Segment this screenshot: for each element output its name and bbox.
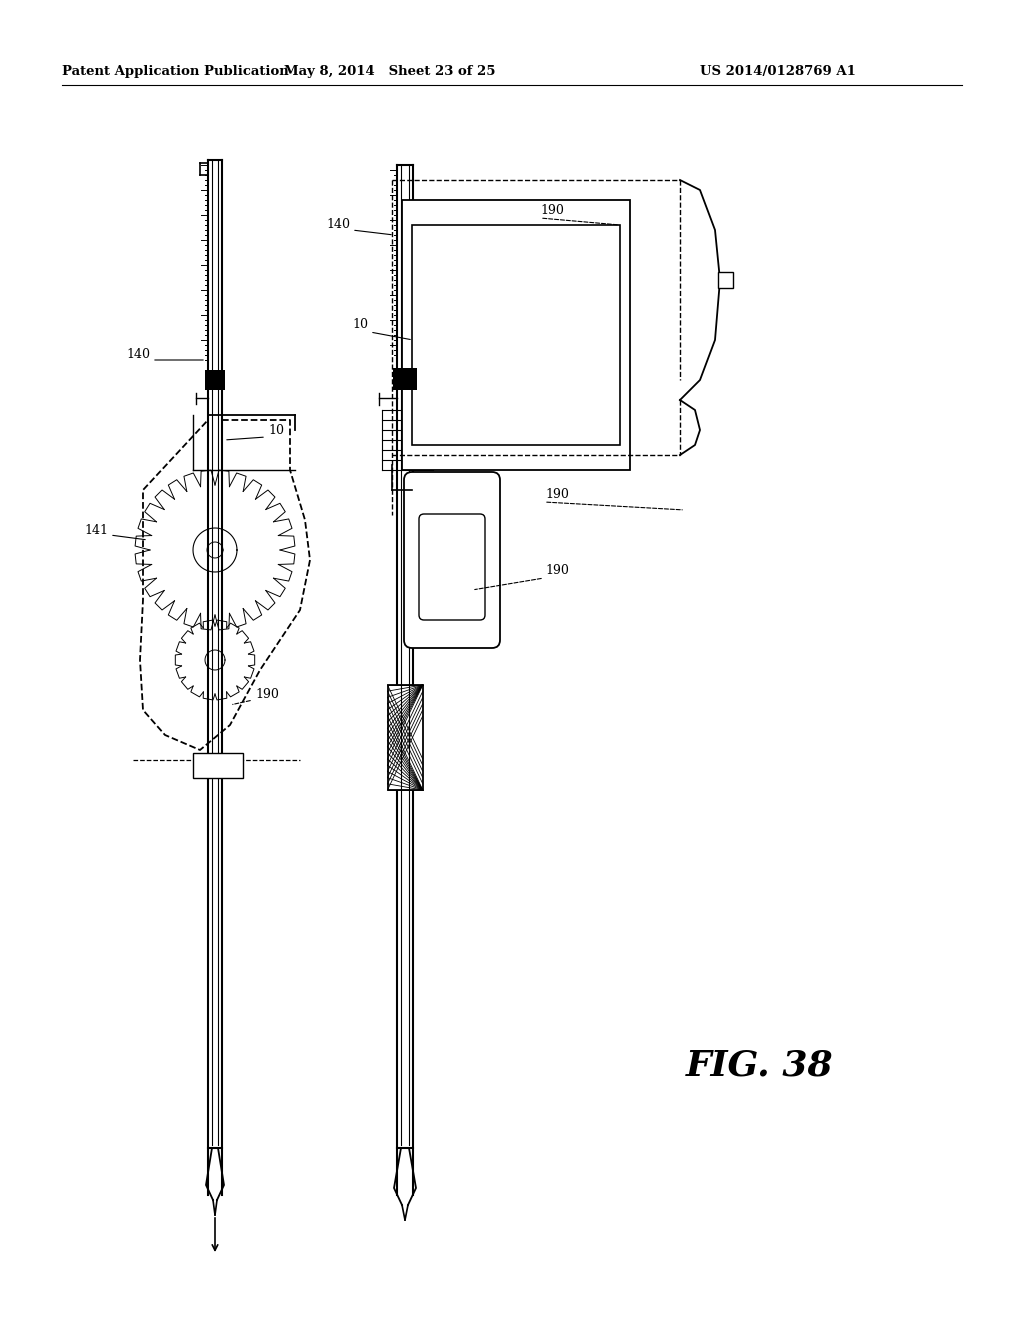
Text: Patent Application Publication: Patent Application Publication [62, 66, 289, 78]
Text: May 8, 2014   Sheet 23 of 25: May 8, 2014 Sheet 23 of 25 [285, 66, 496, 78]
Bar [402, 201, 630, 470]
Bar [412, 224, 620, 445]
Text: 190: 190 [255, 689, 279, 701]
Text: 141: 141 [84, 524, 108, 536]
Text: 140: 140 [126, 348, 150, 362]
Text: FIG. 38: FIG. 38 [686, 1048, 834, 1082]
Text: 190: 190 [545, 564, 569, 577]
FancyBboxPatch shape [404, 473, 500, 648]
Text: 10: 10 [268, 424, 284, 437]
Text: 190: 190 [540, 203, 564, 216]
Bar [393, 368, 417, 389]
Text: US 2014/0128769 A1: US 2014/0128769 A1 [700, 66, 856, 78]
Text: 190: 190 [545, 488, 569, 502]
Bar [193, 752, 243, 777]
Bar [205, 370, 225, 389]
Text: 140: 140 [326, 219, 350, 231]
Text: 10: 10 [352, 318, 368, 331]
FancyBboxPatch shape [419, 513, 485, 620]
Bar [718, 272, 733, 288]
Bar [387, 685, 423, 789]
